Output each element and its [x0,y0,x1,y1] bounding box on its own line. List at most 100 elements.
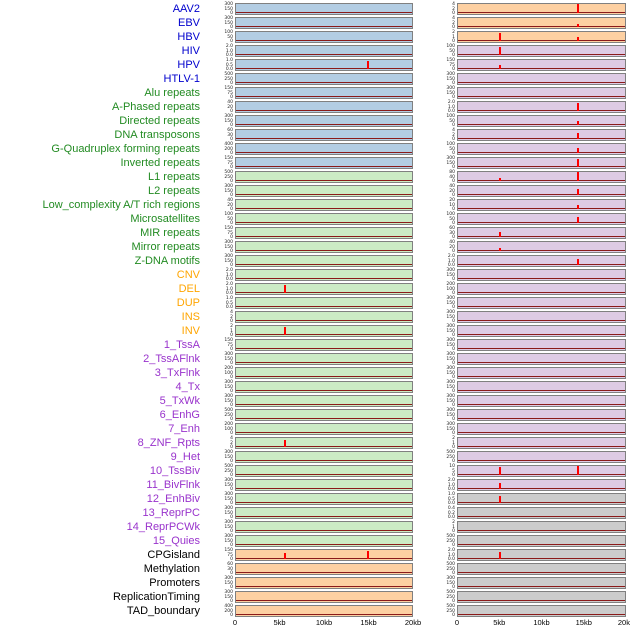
track-panel-right [457,395,626,407]
y-axis-ticks-left: 300 150 0 [205,394,235,407]
signal-spike [367,60,369,69]
panel-gap [413,562,427,576]
signal-baseline [458,516,625,517]
track-row: 12_EnhBiv 300 150 0 1.0 0.5 0.0 [0,492,630,506]
y-tick-label: 0 [230,137,233,142]
y-axis-ticks-right: 500 250 0 [427,562,457,576]
y-tick-label: 300 [224,240,233,245]
y-tick-label: 10 [449,464,455,469]
track-label: A-Phased repeats [111,101,200,113]
signal-baseline [236,320,412,321]
y-tick-label: 75 [449,62,455,68]
track-panel-left [235,311,413,323]
y-tick-label: 0 [452,291,455,296]
y-tick-label: 0 [452,11,455,16]
track-row: 5_TxWk 300 150 0 300 150 0 [0,394,630,408]
y-tick-label: 300 [224,380,233,385]
y-tick-label: 100 [446,44,455,49]
panel-gap [413,310,427,324]
y-axis-ticks-left: 60 30 0 [205,128,235,142]
y-tick-label: 50 [227,216,233,222]
track-label: 5_TxWk [159,395,200,407]
y-tick-label: 75 [227,160,233,166]
y-tick-label: 1 [230,328,233,334]
track-panel-right [457,3,626,15]
track-label: HBV [177,31,200,43]
track-row: MIR repeats 150 75 0 60 30 0 [0,226,630,240]
y-tick-label: 300 [224,450,233,455]
signal-baseline [458,54,625,55]
y-tick-label: 30 [449,230,455,236]
signal-baseline [458,180,625,181]
y-tick-label: 2 [452,520,455,525]
signal-baseline [458,166,625,167]
y-tick-label: 1.0 [225,296,233,301]
y-axis-ticks-right: 100 50 0 [427,114,457,127]
track-panel-right [457,535,626,547]
y-axis-ticks-left: 300 150 0 [205,114,235,127]
y-tick-label: 0 [452,179,455,184]
track-row: INV 2 1 0 300 150 0 [0,324,630,338]
y-tick-label: 0 [452,571,455,576]
track-panel-left [235,451,413,463]
signal-baseline [236,586,412,587]
track-row: AAV2 300 150 0 4 2 0 [0,2,630,16]
track-row: Microsatellites 100 50 0 100 50 0 [0,212,630,226]
y-axis-ticks-right: 40 20 0 [427,240,457,253]
y-tick-label: 0 [230,25,233,30]
y-axis-ticks-left: 400 200 0 [205,142,235,155]
track-label: L1 repeats [148,171,200,183]
y-tick-label: 150 [224,226,233,231]
y-tick-label: 0 [452,151,455,156]
track-label: HIV [181,45,200,57]
y-tick-label: 40 [227,100,233,105]
signal-baseline [458,446,625,447]
track-panel-right [457,31,626,43]
panel-gap [413,534,427,548]
y-tick-label: 75 [227,90,233,96]
y-tick-label: 0 [230,221,233,226]
y-axis-ticks-left: 200 100 0 [205,422,235,435]
track-panel-right [457,521,626,533]
track-label: Mirror repeats [131,241,200,253]
track-label: 6_EnhG [159,409,200,421]
panel-gap [413,492,427,506]
track-panel-right [457,437,626,449]
x-axis-row: 0 5kb 10kb 15kb 20kb 0 5kb 10kb 15kb 20kb [0,618,630,630]
y-tick-label: 0 [230,571,233,576]
y-axis-ticks-right: 300 150 0 [427,324,457,337]
y-tick-label: 0 [230,333,233,338]
y-tick-label: 250 [446,538,455,544]
signal-spike [498,552,501,559]
track-label: CPGisland [147,549,200,561]
y-tick-label: 1 [452,34,455,40]
panel-gap [413,268,427,282]
track-label: Promoters [149,577,200,589]
track-panel-right [457,45,626,57]
track-row: Promoters 300 150 0 300 150 0 [0,576,630,590]
track-row: G-Quadruplex forming repeats 400 200 0 100 50… [0,142,630,156]
track-row: INS 4 2 0 300 150 0 [0,310,630,324]
track-row: Mirror repeats 300 150 0 40 20 0 [0,240,630,254]
y-tick-label: 0 [230,501,233,506]
signal-spike [284,285,287,293]
signal-spike [498,232,501,237]
y-axis-ticks-right: 300 150 0 [427,338,457,351]
y-tick-label: 0 [452,403,455,408]
track-row: EBV 300 150 0 4 2 0 [0,16,630,30]
y-tick-label: 0 [452,81,455,86]
y-tick-label: 60 [449,226,455,231]
track-panel-left [235,3,413,15]
y-tick-label: 150 [446,272,455,278]
y-tick-label: 300 [224,184,233,189]
y-tick-label: 400 [224,142,233,147]
signal-baseline [458,418,625,419]
y-axis-ticks-right: 500 250 0 [427,450,457,463]
track-row: Low_complexity A/T rich regions 40 20 0 20 10… [0,198,630,212]
y-tick-label: 150 [446,426,455,432]
signal-baseline [458,194,625,195]
